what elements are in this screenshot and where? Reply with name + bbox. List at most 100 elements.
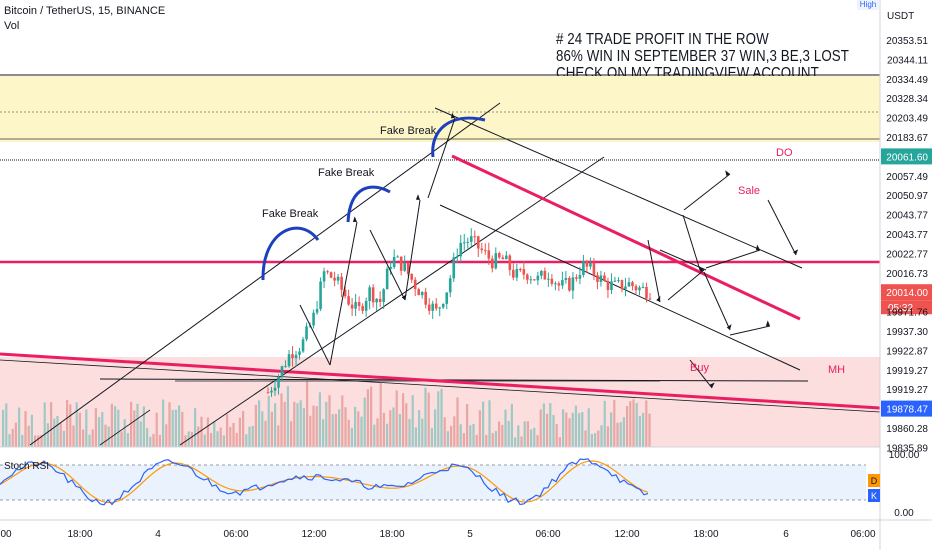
candle-body [312, 312, 315, 326]
volume-bar [514, 437, 517, 447]
high-button[interactable]: High [857, 0, 879, 10]
volume-bar [66, 400, 69, 447]
volume-bar [344, 407, 347, 447]
volume-bar [526, 421, 529, 447]
volume-bar [443, 417, 446, 447]
volume-bar [69, 404, 72, 447]
volume-bar [46, 423, 49, 447]
candle-body [526, 274, 529, 280]
candle-body [592, 262, 596, 276]
volume-bar [24, 411, 27, 447]
volume-bar [645, 400, 648, 447]
price-tick: 19919.27 [886, 366, 928, 377]
volume-bar [341, 395, 344, 447]
volume-bar [37, 435, 40, 447]
arrow-head [352, 216, 357, 222]
candle-body [585, 261, 589, 267]
volume-bar [472, 423, 475, 447]
volume-bar [286, 386, 289, 447]
volume-bar [78, 412, 81, 447]
time-tick: 06:00 [535, 529, 560, 540]
volume-bar [376, 418, 379, 447]
volume-bar [398, 413, 401, 447]
candle-body [515, 269, 519, 278]
volume-bar [382, 412, 385, 447]
candle-body [501, 257, 505, 260]
wave-arrows [299, 117, 456, 366]
candle-body [424, 291, 428, 305]
volume-bar [312, 405, 315, 447]
volume-bar [421, 418, 424, 447]
volume-bar [354, 406, 357, 447]
volume-bar [158, 434, 161, 447]
candle-body [473, 236, 477, 238]
volume-bar [434, 409, 437, 447]
volume-bar [251, 425, 254, 447]
price-tick: 20057.49 [886, 172, 928, 183]
time-tick: 18:00 [693, 529, 718, 540]
candle-body [280, 366, 284, 377]
symbol-title[interactable]: Bitcoin / TetherUS, 15, BINANCE [4, 5, 166, 17]
volume-bar [11, 428, 14, 447]
candle-body [540, 270, 543, 276]
volume-bar [18, 407, 21, 447]
volume-bar [88, 434, 91, 447]
volume-bar [114, 406, 117, 447]
candle-body [487, 250, 491, 259]
price-tick: 20061.60 [886, 152, 928, 163]
candle-body [547, 278, 550, 280]
volume-bar [402, 393, 405, 447]
volume-bar [494, 431, 497, 447]
candle-body [305, 326, 308, 340]
volume-bar [171, 409, 174, 447]
volume-bar [72, 425, 75, 447]
price-axis[interactable] [880, 0, 932, 550]
time-tick: 12:00 [614, 529, 639, 540]
volume-bar [197, 426, 200, 447]
volume-bar [152, 433, 155, 447]
candle-body [462, 242, 466, 244]
volume-bar [267, 395, 270, 447]
candle-body [599, 275, 603, 282]
volume-bar [98, 417, 101, 447]
volume-bar [210, 433, 213, 447]
volume-bar [290, 421, 293, 447]
volume-bar [642, 412, 645, 447]
stoch-k-legend [868, 489, 880, 502]
volume-bar [200, 416, 203, 447]
candle-body [522, 269, 526, 275]
volume-bar [62, 430, 65, 447]
stoch-k-legend-label: K [871, 491, 877, 501]
volume-bar [498, 421, 501, 447]
candle-body [589, 262, 592, 267]
candle-body [631, 282, 634, 287]
volume-bar [578, 413, 581, 447]
time-tick: 12:00 [301, 529, 326, 540]
candle-body [557, 283, 561, 286]
candle-body [427, 304, 431, 311]
volume-bar [360, 416, 363, 447]
candle-body [301, 339, 305, 352]
volume-bar [427, 392, 430, 447]
volume-bar [552, 415, 555, 447]
stoch-label[interactable]: Stoch RSI [4, 461, 49, 472]
arrow-heads [352, 112, 799, 388]
volume-bar [594, 433, 597, 447]
volume-bar [245, 434, 248, 447]
candle-body [378, 298, 382, 303]
candle-body [627, 282, 631, 287]
volume-legend[interactable]: Vol [4, 20, 20, 32]
volume-bar [206, 417, 209, 447]
volume-bar [424, 387, 427, 447]
volume-bar [296, 403, 299, 447]
volume-bar [21, 434, 24, 447]
volume-bar [418, 410, 421, 447]
volume-bar [507, 421, 510, 447]
volume-bar [414, 427, 417, 447]
volume-bar [40, 434, 43, 447]
volume-bar [475, 434, 478, 447]
candle-body [326, 271, 329, 273]
stoch-band [0, 465, 866, 500]
volume-bar [584, 430, 587, 447]
